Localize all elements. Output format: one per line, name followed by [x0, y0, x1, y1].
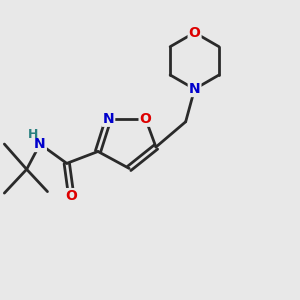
Text: N: N — [189, 82, 200, 96]
Text: N: N — [103, 112, 114, 126]
Text: O: O — [140, 112, 152, 126]
Text: H: H — [27, 128, 38, 141]
Text: O: O — [65, 189, 77, 203]
Text: N: N — [34, 137, 46, 151]
Text: O: O — [189, 26, 200, 40]
